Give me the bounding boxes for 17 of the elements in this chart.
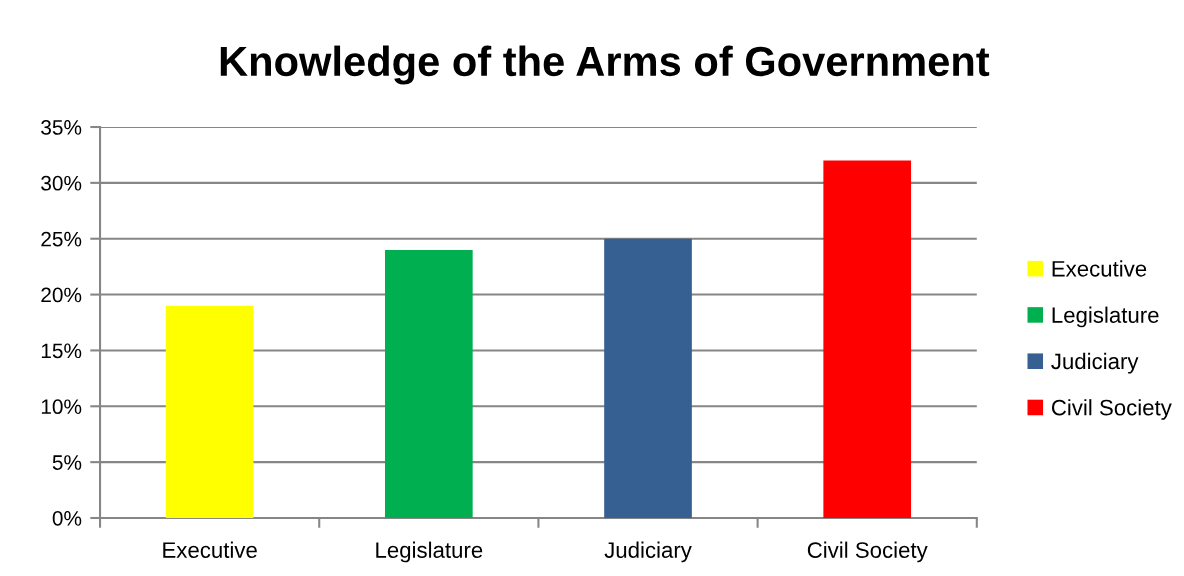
- legend-label: Civil Society: [1051, 399, 1172, 420]
- y-tick-label: 30%: [41, 175, 82, 191]
- x-tick-label: Legislature: [376, 541, 483, 563]
- legend-label: Legislature: [1052, 306, 1159, 328]
- legend-label: Judiciary: [1051, 352, 1139, 374]
- x-tick-label: Judiciary: [604, 541, 692, 563]
- y-tick-label: 20%: [41, 287, 82, 303]
- y-tick-label: 15%: [41, 343, 82, 359]
- chart-title: Knowledge of the Arms of Government: [220, 45, 990, 85]
- legend-label: Executive: [1052, 260, 1147, 277]
- y-tick-label: 0%: [52, 511, 82, 526]
- x-tick-label: Civil Society: [807, 541, 928, 563]
- y-tick-label: 5%: [52, 455, 82, 470]
- x-tick-label: Executive: [163, 541, 257, 558]
- y-tick-label: 35%: [41, 120, 82, 135]
- y-tick-label: 10%: [41, 399, 82, 415]
- y-tick-label: 25%: [41, 231, 82, 247]
